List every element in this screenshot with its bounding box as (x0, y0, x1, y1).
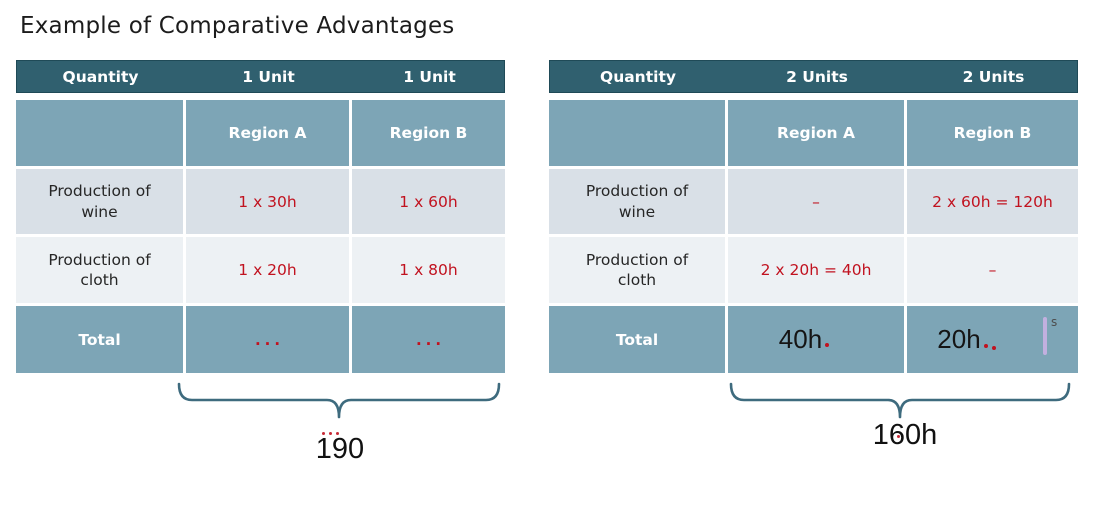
wine-region-a-value: 1 x 30h (186, 169, 349, 234)
region-b-header-cell: Region B (907, 100, 1078, 166)
brace-total-left-text: 190 (315, 433, 365, 465)
wine-region-b-value: 2 x 60h = 120h (907, 169, 1078, 234)
laser-dot (897, 435, 900, 438)
header-cell-quantity: Quantity (62, 67, 139, 86)
total-region-b-placeholder: ... (352, 306, 505, 373)
text-cursor: s (1043, 315, 1057, 355)
total-region-b-value[interactable]: 20h (907, 306, 1078, 373)
cloth-region-a-value: 1 x 20h (186, 237, 349, 303)
row-label-cloth: Production of cloth (16, 237, 183, 303)
table-one-unit: Quantity 1 Unit 1 Unit Region A Region B… (16, 60, 505, 373)
header-cell-unit-b: 1 Unit (403, 67, 456, 86)
wine-region-b-value: 1 x 60h (352, 169, 505, 234)
total-region-a-placeholder: ... (186, 306, 349, 373)
header-cell-unit-a: 1 Unit (242, 67, 295, 86)
header-cell-units-a: 2 Units (786, 67, 848, 86)
cloth-region-b-value: – (907, 237, 1078, 303)
table-right-header-row: Quantity 2 Units 2 Units (549, 60, 1078, 93)
row-label-wine: Production of wine (549, 169, 725, 234)
cloth-region-a-value: 2 x 20h = 40h (728, 237, 904, 303)
brace-right-icon (729, 382, 1071, 419)
brace-total-right: 160h (860, 419, 950, 452)
row-label-cloth: Production of cloth (549, 237, 725, 303)
cursor-user-label: s (1051, 315, 1058, 329)
total-label-cell: Total (549, 306, 725, 373)
table-right-body: Region A Region B Production of wine – 2… (549, 100, 1078, 373)
region-b-header-cell: Region B (352, 100, 505, 166)
header-cell-units-b: 2 Units (962, 67, 1025, 86)
total-a-text: 40h (778, 324, 823, 354)
total-b-text: 20h (937, 324, 981, 354)
brace-total-right-text: 160h (872, 419, 938, 451)
laser-dot (983, 344, 988, 348)
total-region-a-value[interactable]: 40h (728, 306, 904, 373)
blank-corner-cell (549, 100, 725, 166)
cloth-region-b-value: 1 x 80h (352, 237, 505, 303)
brace-total-left: 190 (310, 432, 370, 466)
laser-dot (991, 346, 996, 350)
table-left-body: Region A Region B Production of wine 1 x… (16, 100, 505, 373)
region-a-header-cell: Region A (728, 100, 904, 166)
blank-corner-cell (16, 100, 183, 166)
region-a-header-cell: Region A (186, 100, 349, 166)
table-two-units: Quantity 2 Units 2 Units Region A Region… (549, 60, 1078, 373)
header-cell-quantity: Quantity (600, 67, 676, 86)
laser-dots-row (322, 432, 339, 435)
total-label-cell: Total (16, 306, 183, 373)
wine-region-a-value: – (728, 169, 904, 234)
row-label-wine: Production of wine (16, 169, 183, 234)
page-title: Example of Comparative Advantages (20, 13, 455, 39)
brace-left-icon (177, 382, 501, 419)
table-left-header-row: Quantity 1 Unit 1 Unit (16, 60, 505, 93)
laser-dot (825, 343, 830, 347)
